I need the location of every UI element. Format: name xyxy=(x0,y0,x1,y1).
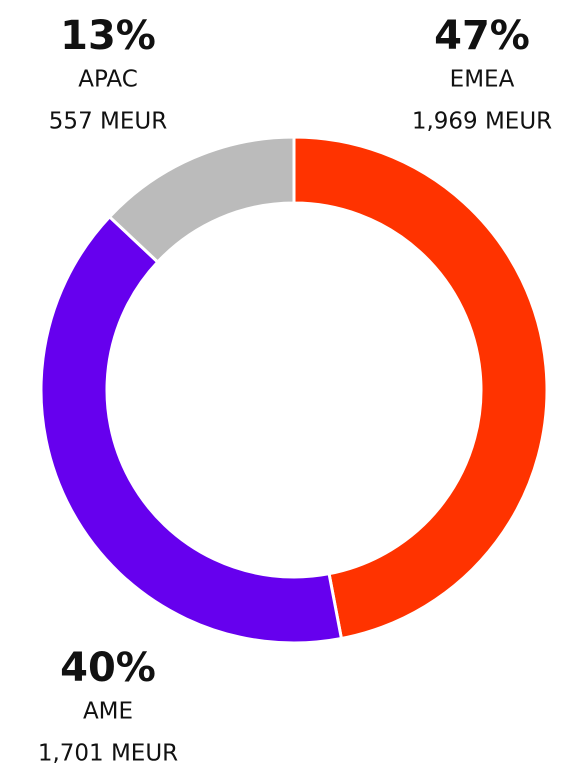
category-label: APAC xyxy=(78,67,138,93)
category-label: EMEA xyxy=(450,67,515,93)
amount-label: 557 MEUR xyxy=(49,109,167,135)
slice xyxy=(107,135,296,265)
value-label: 13% xyxy=(60,13,156,59)
slice xyxy=(292,135,549,641)
value-label: 40% xyxy=(60,645,156,691)
amount-label: 1,969 MEUR xyxy=(412,109,552,135)
value-label: 47% xyxy=(434,13,530,59)
category-label: AME xyxy=(83,699,133,725)
slice xyxy=(39,214,344,645)
amount-label: 1,701 MEUR xyxy=(38,741,178,767)
